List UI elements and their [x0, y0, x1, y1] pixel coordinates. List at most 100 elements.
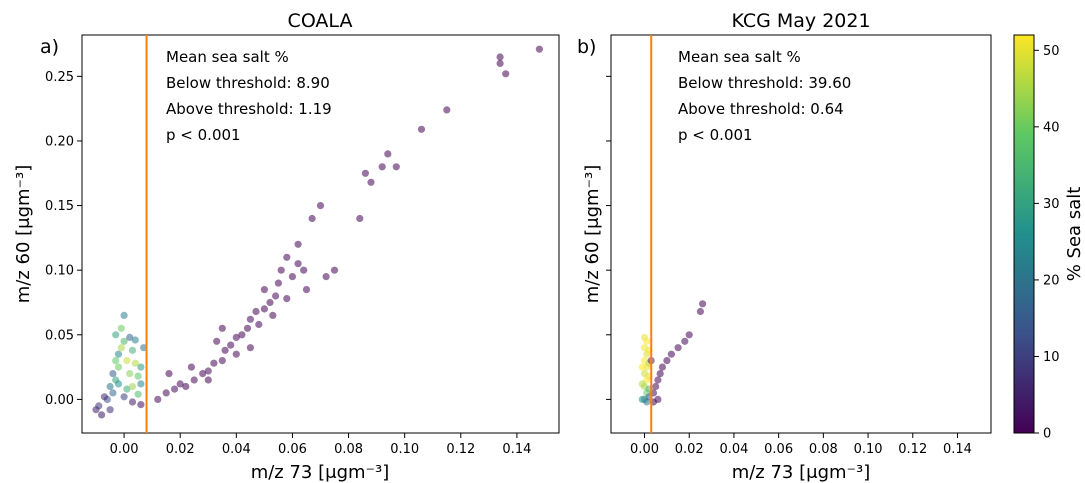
data-point [300, 266, 308, 274]
data-point [120, 337, 128, 345]
data-point [502, 70, 510, 78]
data-point [210, 359, 218, 367]
x-tick-label: 0.14 [502, 442, 531, 457]
x-tick-label: 0.04 [719, 442, 748, 457]
data-point [699, 300, 707, 308]
data-point [154, 395, 162, 403]
data-point [98, 411, 106, 419]
x-tick-label: 0.00 [110, 442, 139, 457]
data-point [535, 45, 544, 53]
data-point [654, 395, 662, 403]
data-point [182, 382, 190, 391]
scatter-points [92, 45, 544, 419]
data-point [131, 336, 139, 344]
data-point [496, 53, 504, 61]
y-tick-label: 0.20 [45, 134, 74, 149]
plot-area [610, 34, 992, 434]
data-point [109, 370, 117, 378]
data-point [417, 125, 426, 133]
data-point [112, 357, 120, 365]
x-tick-label: 0.02 [166, 442, 195, 457]
data-point [378, 163, 386, 171]
y-tick-label: 0.25 [45, 70, 74, 85]
data-point [114, 380, 123, 388]
data-point [137, 363, 145, 371]
colorbar-label: % Sea salt [1064, 187, 1085, 282]
annotation-line-2: Below threshold: 39.60 [678, 74, 851, 92]
data-point [316, 202, 325, 210]
annotation-line-1: Mean sea salt % [678, 48, 801, 66]
data-point [126, 333, 134, 341]
panel-label: b) [577, 36, 596, 58]
colorbar-ticks: 0 10 20 30 40 50 [1034, 44, 1060, 442]
data-point [238, 331, 246, 339]
y-tick-label: 0.10 [45, 264, 74, 279]
x-tick-label: 0.04 [222, 442, 251, 457]
data-point [654, 376, 662, 384]
data-point [131, 359, 139, 367]
data-point [308, 214, 316, 223]
data-point [106, 406, 114, 414]
data-point [137, 380, 145, 388]
data-point [232, 350, 240, 358]
data-point [643, 337, 651, 345]
panel-kcg: KCG May 2021 b) 0.00 0.02 0.04 0.06 0.08 0.10… [577, 10, 992, 483]
data-point [112, 331, 120, 339]
data-point [204, 376, 212, 384]
data-point [685, 331, 693, 339]
data-point [134, 372, 142, 380]
panel-title: COALA [288, 10, 353, 32]
data-point [255, 320, 263, 329]
x-tick-label: 0.14 [943, 442, 972, 457]
data-point [269, 311, 277, 319]
data-point [392, 163, 400, 171]
data-point [277, 266, 285, 274]
data-point [117, 324, 125, 332]
data-point [190, 376, 198, 384]
data-point [162, 389, 170, 397]
data-point [283, 253, 291, 261]
data-point [638, 380, 646, 388]
data-point [288, 273, 296, 281]
data-point [128, 398, 137, 406]
x-tick-label: 0.06 [278, 442, 307, 457]
data-point [120, 311, 128, 319]
data-point [100, 393, 108, 401]
data-point [294, 240, 302, 248]
data-point [199, 370, 207, 378]
x-axis-label: m/z 73 [μgm⁻³] [251, 462, 390, 483]
x-tick-label: 0.08 [334, 442, 363, 457]
data-point [176, 380, 184, 388]
data-point [638, 363, 646, 371]
panel-coala: COALA a) 0.00 0.02 0.04 0.06 0.08 0.10 0.12 0.1… [13, 10, 560, 483]
colorbar-tick-label: 10 [1043, 350, 1060, 365]
y-tick-label: 0.05 [45, 328, 74, 343]
data-point [674, 344, 682, 352]
colorbar-gradient [1013, 34, 1035, 434]
data-point [681, 337, 689, 345]
data-point [123, 385, 131, 393]
x-tick-label: 0.12 [446, 442, 475, 457]
data-point [218, 324, 226, 332]
data-point [204, 367, 212, 375]
data-point [114, 363, 123, 371]
data-point [171, 385, 179, 393]
y-axis-ticks: 0.00 0.05 0.10 0.15 0.20 0.25 [45, 70, 82, 408]
data-point [652, 382, 660, 391]
annotation-line-2: Below threshold: 8.90 [166, 74, 330, 92]
annotation-line-4: p < 0.001 [166, 126, 241, 144]
data-point [252, 307, 260, 316]
x-axis-ticks: 0.00 0.02 0.04 0.06 0.08 0.10 0.12 0.14 [630, 433, 972, 457]
data-point [260, 305, 268, 313]
plot-area [81, 34, 560, 434]
data-point [213, 337, 221, 345]
data-point [114, 350, 123, 358]
data-point [117, 344, 125, 352]
data-point [106, 382, 114, 391]
data-point [95, 402, 103, 410]
y-axis-label: m/z 60 [μgm⁻³] [582, 165, 603, 304]
data-point [367, 178, 375, 186]
data-point [667, 350, 676, 358]
annotation-line-3: Above threshold: 1.19 [166, 100, 332, 118]
data-point [330, 266, 339, 274]
